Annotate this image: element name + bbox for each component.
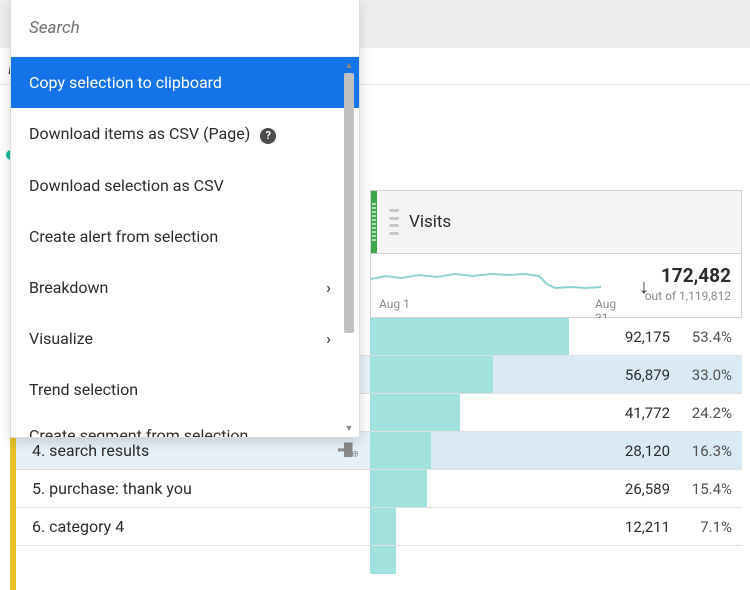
menu-item-label: Trend selection: [29, 380, 138, 399]
metric-title: Visits: [409, 212, 451, 232]
metric-subtotal: out of 1,119,812: [645, 289, 731, 303]
menu-item[interactable]: Create segment from selection: [11, 415, 359, 437]
metric-cell[interactable]: [370, 546, 742, 574]
scroll-thumb[interactable]: [344, 73, 354, 333]
chevron-right-icon: ›: [326, 329, 331, 348]
menu-item[interactable]: Breakdown ›: [11, 262, 359, 313]
menu-item-label: Download items as CSV (Page) ?: [29, 124, 276, 144]
row-label: 4. search results: [32, 441, 149, 460]
drag-grip-icon[interactable]: [389, 209, 399, 235]
cell-percent: 15.4%: [676, 480, 732, 498]
scroll-up-icon[interactable]: ▲: [341, 59, 357, 71]
value-bar: [370, 432, 431, 469]
cell-percent: 16.3%: [676, 442, 732, 460]
date-start: Aug 1: [379, 297, 410, 311]
cell-values: 56,879 33.0%: [625, 356, 732, 393]
menu-item[interactable]: Download selection as CSV: [11, 160, 359, 211]
menu-search[interactable]: Search: [11, 0, 359, 57]
cell-percent: 7.1%: [676, 518, 732, 536]
menu-item-label: Create alert from selection: [29, 227, 218, 246]
menu-item[interactable]: Copy selection to clipboard: [11, 57, 359, 108]
metric-cell[interactable]: 56,879 33.0%: [370, 356, 742, 394]
metric-cell[interactable]: 26,589 15.4%: [370, 470, 742, 508]
cell-values: 12,211 7.1%: [625, 508, 732, 545]
cell-value: 28,120: [625, 442, 670, 460]
menu-item[interactable]: Create alert from selection: [11, 211, 359, 262]
cell-values: 41,772 24.2%: [625, 394, 732, 431]
menu-item-label: Download selection as CSV: [29, 176, 224, 195]
cell-value: 26,589: [625, 480, 670, 498]
metric-header[interactable]: Visits: [370, 190, 742, 254]
metric-summary: Aug 1 Aug 31 ↓ 172,482 out of 1,119,812: [370, 254, 742, 318]
cell-value: 41,772: [625, 404, 670, 422]
menu-item[interactable]: Download items as CSV (Page) ?: [11, 108, 359, 160]
cell-value: 92,175: [625, 328, 670, 346]
menu-item-label: Create segment from selection: [29, 426, 248, 437]
value-bar: [370, 470, 427, 507]
menu-item-label: Copy selection to clipboard: [29, 73, 222, 92]
row-label: 5. purchase: thank you: [32, 479, 192, 498]
table-row[interactable]: 5. purchase: thank you: [16, 470, 370, 508]
row-label: 6. category 4: [32, 517, 124, 536]
menu-item-label: Breakdown: [29, 278, 108, 297]
cell-values: 28,120 16.3%: [625, 432, 732, 469]
cell-value: 56,879: [625, 366, 670, 384]
table-row[interactable]: 6. category 4: [16, 508, 370, 546]
date-range: Aug 1 Aug 31: [379, 297, 410, 311]
value-bar: [370, 318, 569, 355]
cell-percent: 24.2%: [676, 404, 732, 422]
sparkline: [371, 266, 601, 292]
metric-cell[interactable]: 92,175 53.4%: [370, 318, 742, 356]
cell-values: 92,175 53.4%: [625, 318, 732, 355]
value-bar: [370, 508, 396, 545]
metric-total: 172,482: [645, 264, 731, 287]
cell-percent: 33.0%: [676, 366, 732, 384]
scrollbar[interactable]: ▲ ▼: [341, 59, 357, 435]
metric-handle[interactable]: [371, 191, 377, 253]
value-bar: [370, 546, 396, 574]
metric-cell[interactable]: 12,211 7.1%: [370, 508, 742, 546]
scroll-down-icon[interactable]: ▼: [341, 423, 357, 435]
metric-cell[interactable]: 41,772 24.2%: [370, 394, 742, 432]
cell-values: 26,589 15.4%: [625, 470, 732, 507]
chevron-right-icon: ›: [326, 278, 331, 297]
context-menu: Search Copy selection to clipboard Downlo…: [10, 0, 360, 438]
metric-cell[interactable]: 28,120 16.3%: [370, 432, 742, 470]
value-bar: [370, 356, 493, 393]
visits-column: Visits Aug 1 Aug 31 ↓ 172,482 out of 1,1…: [370, 190, 742, 590]
breakdown-icon[interactable]: ▪▪█⊕: [337, 442, 358, 459]
menu-item[interactable]: Visualize ›: [11, 313, 359, 364]
menu-item-label: Visualize: [29, 329, 93, 348]
help-icon[interactable]: ?: [260, 128, 276, 144]
table-row[interactable]: [16, 546, 370, 574]
cell-value: 12,211: [625, 518, 670, 536]
menu-item[interactable]: Trend selection: [11, 364, 359, 415]
value-bar: [370, 394, 460, 431]
cell-percent: 53.4%: [676, 328, 732, 346]
table-row[interactable]: 4. search results ▪▪█⊕: [16, 432, 370, 470]
